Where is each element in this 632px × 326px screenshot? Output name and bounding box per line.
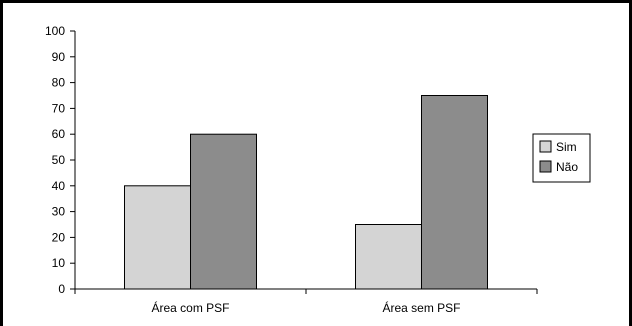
y-tick-label: 70 bbox=[52, 101, 66, 115]
legend-swatch bbox=[539, 140, 552, 153]
legend-label: Não bbox=[556, 160, 578, 174]
bar-sim-2 bbox=[355, 224, 422, 290]
y-tick-label: 20 bbox=[52, 230, 66, 244]
y-tick-label: 50 bbox=[52, 153, 66, 167]
legend-label: Sim bbox=[556, 140, 577, 154]
x-tick-label: Área com PSF bbox=[151, 300, 229, 315]
x-tick-label: Área sem PSF bbox=[382, 300, 460, 315]
bar-n-o-2 bbox=[421, 95, 488, 290]
legend: Sim Não bbox=[532, 133, 591, 183]
y-tick-label: 100 bbox=[45, 24, 65, 38]
y-tick-label: 90 bbox=[52, 50, 66, 64]
bar-n-o-1 bbox=[190, 133, 257, 290]
bar-sim-1 bbox=[124, 185, 191, 290]
y-tick-label: 40 bbox=[52, 179, 66, 193]
legend-swatch bbox=[539, 160, 552, 173]
x-axis: Área com PSF Área sem PSF bbox=[74, 288, 538, 315]
y-tick-label: 0 bbox=[58, 282, 65, 296]
y-axis: 0 10 20 30 40 50 60 70 80 90 100 bbox=[45, 24, 76, 296]
y-tick-label: 30 bbox=[52, 205, 66, 219]
y-tick-label: 60 bbox=[52, 127, 66, 141]
y-tick-label: 10 bbox=[52, 256, 66, 270]
bars bbox=[124, 95, 488, 290]
y-tick-label: 80 bbox=[52, 76, 66, 90]
